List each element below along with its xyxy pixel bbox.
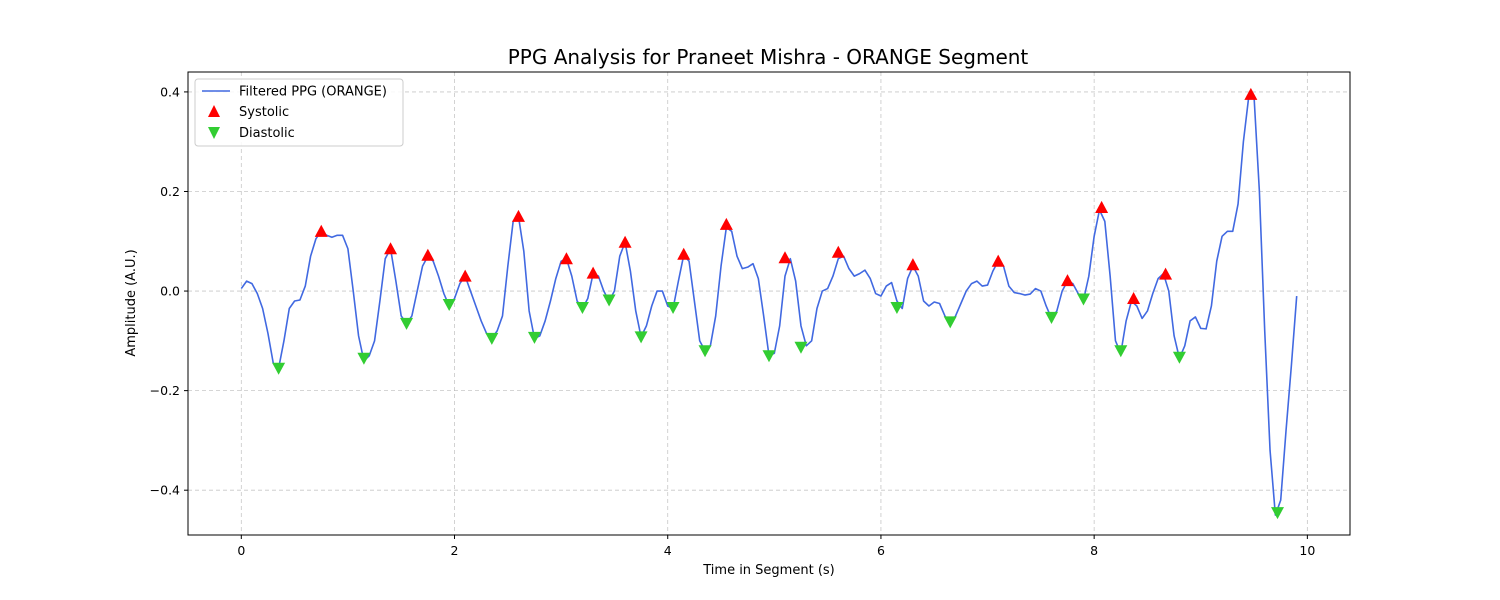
systolic-marker [559,252,573,265]
diastolic-marker [698,345,712,358]
diastolic-marker [1114,345,1128,358]
legend-label-systolic: Systolic [239,105,289,120]
legend-label-filtered: Filtered PPG (ORANGE) [239,85,387,100]
series-line-layer [240,96,1298,516]
diastolic-marker [1045,311,1059,324]
chart-title: PPG Analysis for Praneet Mishra - ORANGE… [508,45,1029,69]
diastolic-marker [762,350,776,363]
legend-systolic-marker [208,105,220,117]
y-tick-label: −0.4 [150,483,180,498]
diastolic-marker [666,301,680,314]
diastolic-marker [442,298,456,311]
systolic-marker [1244,87,1258,100]
legend-diastolic-marker [208,127,220,139]
y-tick-label: 0.0 [160,284,180,299]
marker-layer [272,87,1285,520]
systolic-marker [314,224,328,237]
diastolic-marker [485,332,499,345]
x-tick-label: 8 [1090,543,1098,558]
x-tick-label: 0 [237,543,245,558]
diastolic-marker [527,331,541,344]
systolic-marker [421,248,435,261]
diastolic-marker [634,331,648,344]
legend-label-diastolic: Diastolic [239,126,295,141]
x-tick-label: 4 [664,543,672,558]
diastolic-marker [575,301,589,314]
systolic-marker [991,254,1005,267]
diastolic-marker [794,341,808,354]
axis-ticks: 0 2 4 6 8 10 −0.4 −0.2 0.0 0.2 0.4 [150,84,1316,558]
systolic-marker [384,242,398,255]
systolic-marker [1127,292,1141,305]
diastolic-marker [602,294,616,307]
diastolic-marker [357,352,371,365]
x-tick-label: 6 [877,543,885,558]
x-axis-label: Time in Segment (s) [702,563,834,578]
systolic-marker [586,266,600,279]
legend-box [194,78,404,147]
systolic-marker [511,209,525,222]
diastolic-marker [1172,351,1186,364]
systolic-marker [1159,267,1173,280]
diastolic-marker [890,301,904,314]
grid-lines [188,72,1350,535]
systolic-marker [618,235,632,248]
y-axis-label: Amplitude (A.U.) [124,249,139,356]
y-tick-label: −0.2 [150,383,180,398]
systolic-marker [719,217,733,230]
diastolic-marker [1076,293,1090,306]
systolic-marker [458,269,472,282]
diastolic-marker [943,316,957,329]
y-tick-label: 0.4 [160,84,180,99]
plot-frame [187,71,1351,536]
x-tick-label: 10 [1299,543,1315,558]
y-tick-label: 0.2 [160,184,180,199]
systolic-marker [1095,200,1109,213]
x-tick-label: 2 [451,543,459,558]
systolic-marker [1060,274,1074,287]
systolic-marker [906,258,920,271]
systolic-marker [831,245,845,258]
series-line-filtered-ppg [240,96,1298,516]
systolic-marker [778,251,792,264]
systolic-marker [677,247,691,260]
legend: Filtered PPG (ORANGE) Systolic Diastolic [194,78,404,147]
diastolic-marker [272,362,286,375]
diastolic-marker [400,317,414,330]
diastolic-marker [1271,507,1285,520]
